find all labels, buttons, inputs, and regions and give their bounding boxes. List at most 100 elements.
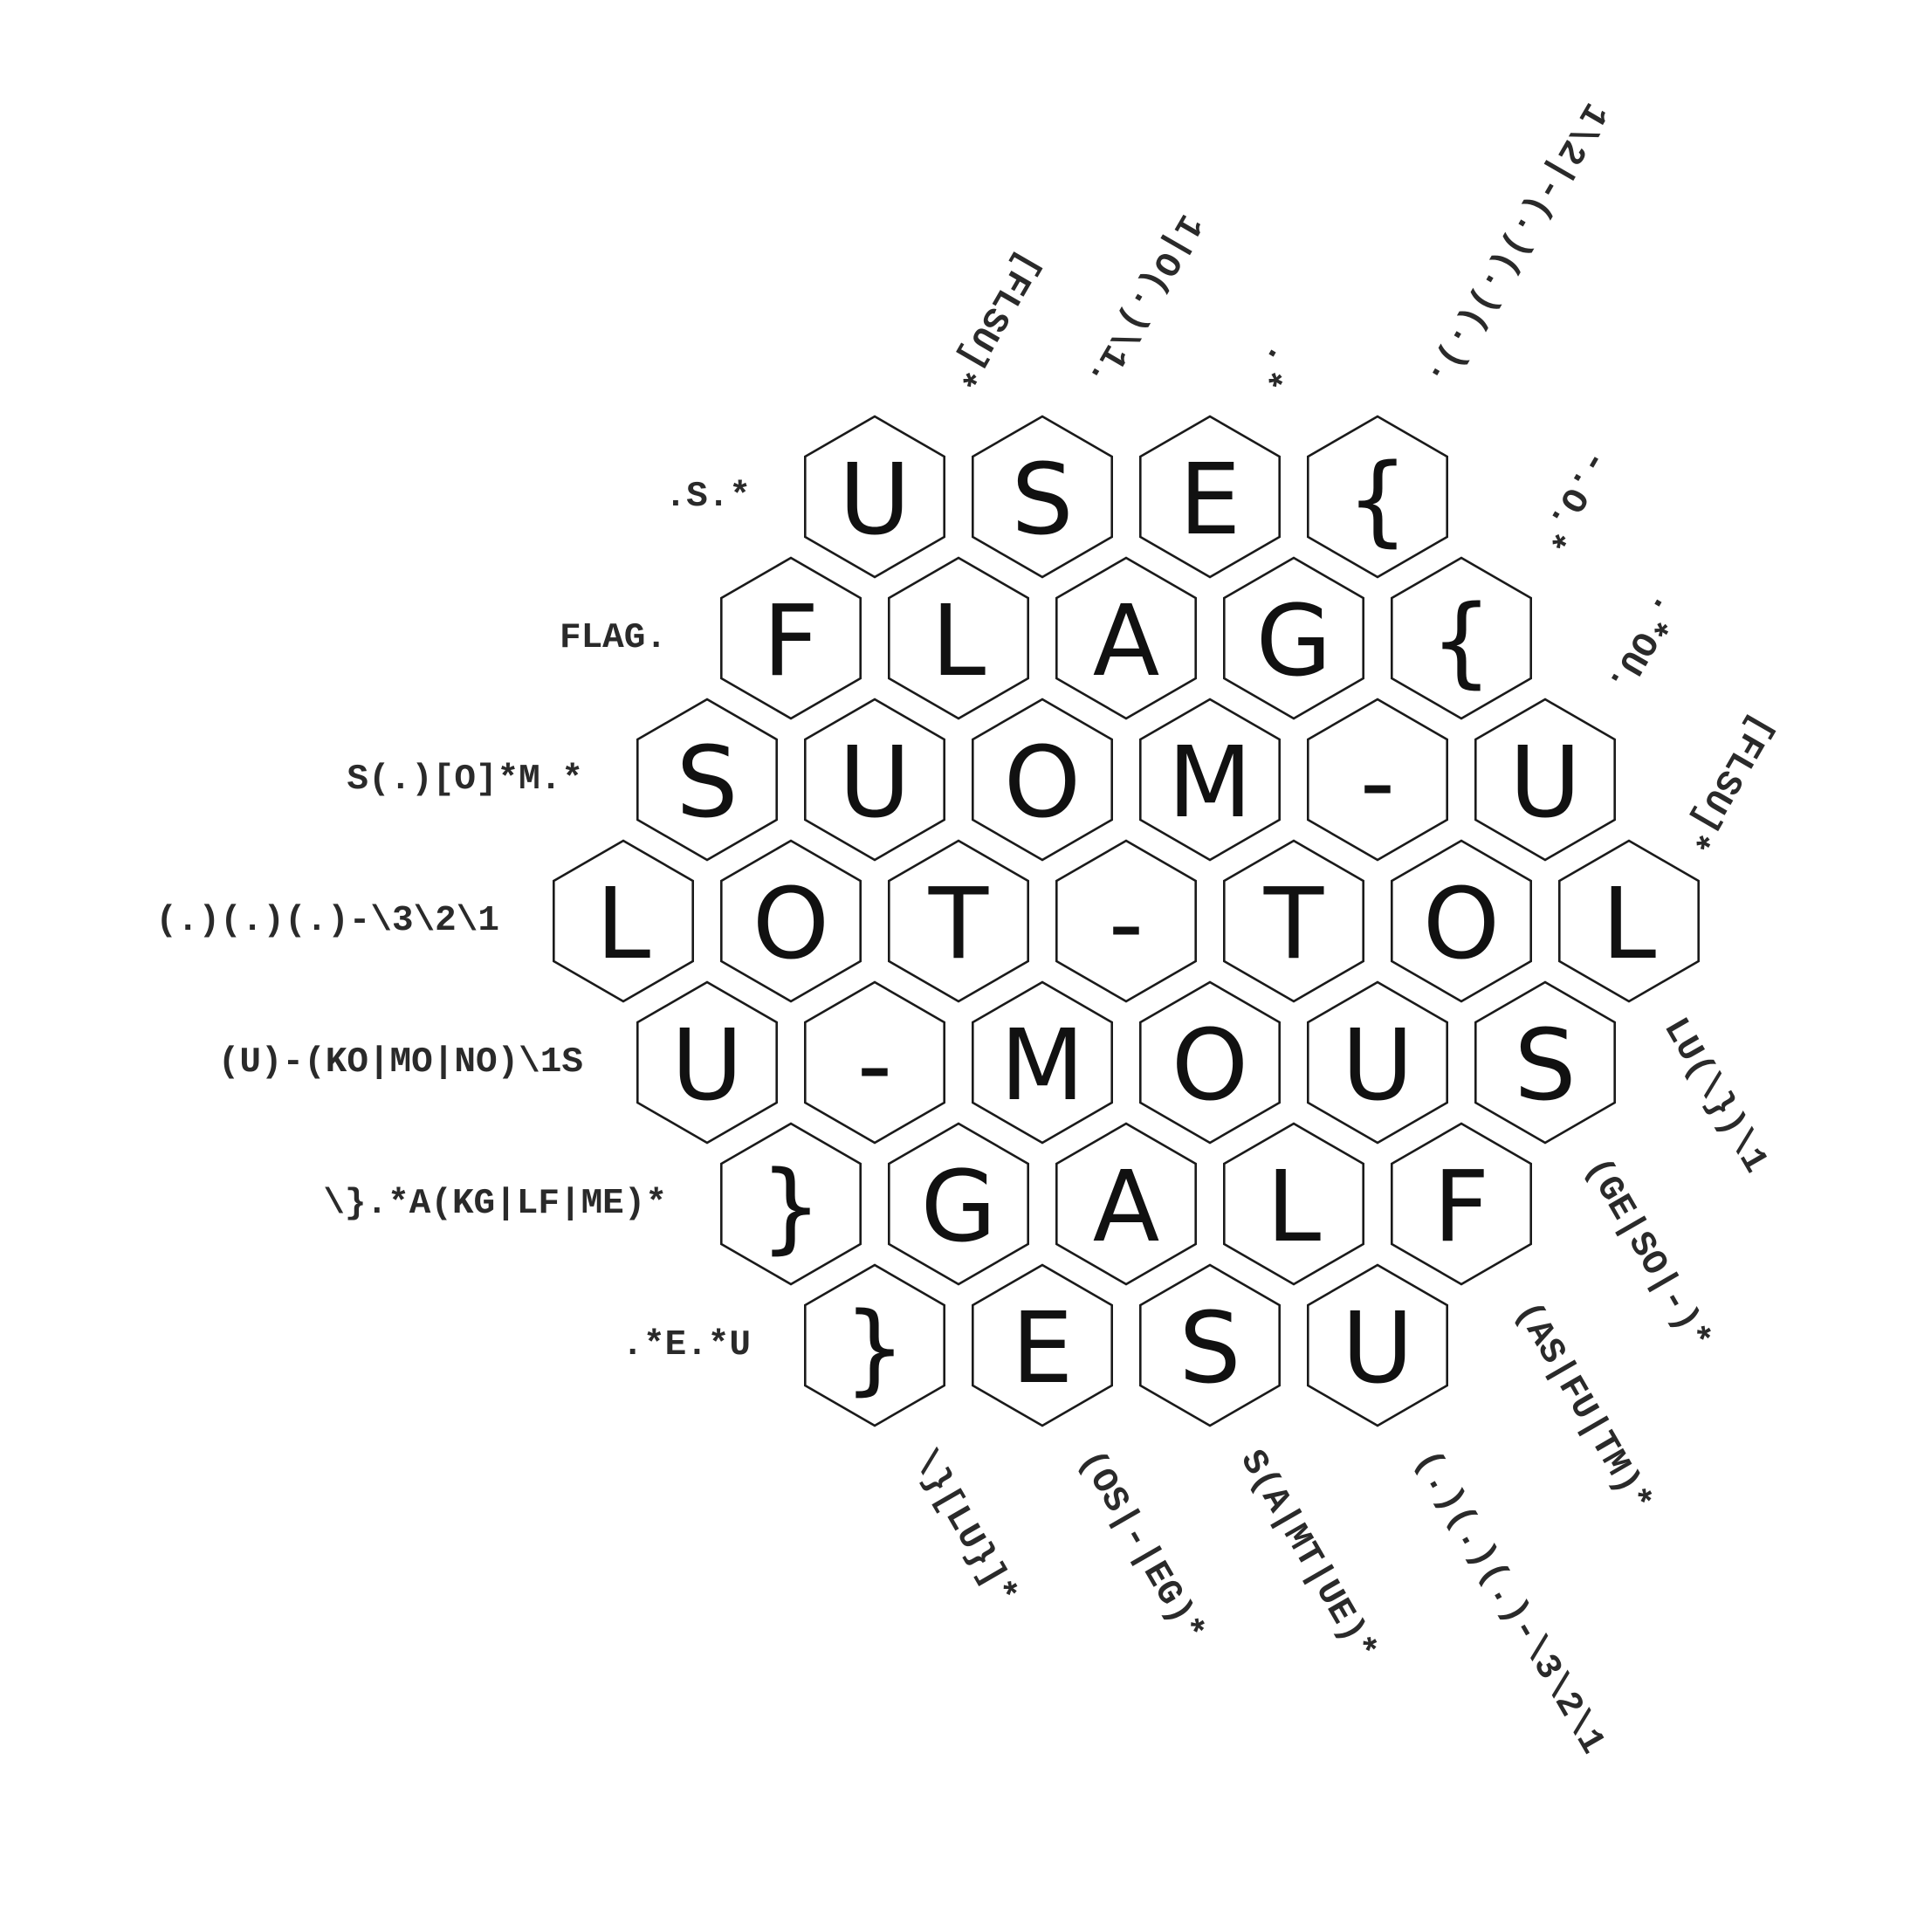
regex-clue: .*E.*U — [622, 1325, 751, 1365]
hex-cell[interactable]: S — [1139, 1263, 1281, 1427]
hex-cell-outline — [803, 1263, 945, 1427]
hex-cell[interactable]: { — [1307, 415, 1448, 579]
hex-cell[interactable]: O — [1391, 839, 1532, 1003]
hex-cell[interactable]: F — [1391, 1122, 1532, 1286]
hex-cell-outline — [1055, 1122, 1197, 1286]
regex-clue: (GE|SO|-)* — [1576, 1152, 1718, 1358]
hex-cell-letter: G — [921, 1151, 997, 1264]
hex-grid: U S E {F L A G {S U O M - UL O T - T O LU - M O U S} G A L F} E S U — [552, 415, 1700, 1427]
hex-cell[interactable]: M — [1139, 698, 1281, 862]
hex-cell-letter: U — [671, 1009, 743, 1123]
hex-cell-letter: U — [839, 726, 911, 840]
hex-cell-outline — [1391, 839, 1532, 1003]
regex-clue: .*OU. — [1598, 587, 1686, 700]
hex-cell[interactable]: U — [803, 415, 945, 579]
hex-cell[interactable]: A — [1055, 1122, 1197, 1286]
hex-cell[interactable]: F — [719, 556, 862, 720]
hex-cell-letter: O — [752, 868, 829, 981]
hex-cell[interactable]: O — [972, 698, 1113, 862]
regex-clue: \}.*A(KG|LF|ME)* — [323, 1184, 667, 1224]
hex-cell[interactable]: G — [887, 1122, 1029, 1286]
hex-cell-outline — [803, 698, 945, 862]
hex-cell[interactable]: - — [1307, 698, 1448, 862]
hex-cell-letter: U — [1342, 1292, 1413, 1406]
hex-cell-letter: A — [1093, 585, 1160, 698]
hex-cell[interactable]: U — [1307, 980, 1448, 1145]
hex-cell-outline — [1223, 556, 1364, 720]
hex-cell-outline — [887, 1122, 1029, 1286]
regex-clue: (AS|FU|TM)* — [1506, 1296, 1659, 1520]
hex-cell[interactable]: L — [887, 556, 1029, 720]
hex-cell-outline — [719, 839, 862, 1003]
hex-cell[interactable]: A — [1055, 556, 1197, 720]
regex-clue: (.)(.)(.)-\3\2\1 — [1405, 1444, 1612, 1762]
hex-cell[interactable]: U — [803, 698, 945, 862]
hex-cell[interactable]: M — [972, 980, 1113, 1145]
hex-cell-letter: O — [1172, 1009, 1248, 1123]
hex-cell-outline — [1474, 980, 1616, 1145]
hex-cell-outline — [1223, 839, 1364, 1003]
regex-clue: \}[LU}]* — [904, 1444, 1024, 1612]
hex-cell-letter: E — [1012, 1292, 1074, 1406]
hex-cell[interactable]: S — [1474, 980, 1616, 1145]
hex-cell[interactable]: U — [1474, 698, 1616, 862]
hex-cell-outline — [1307, 1263, 1448, 1427]
hex-cell-outline — [972, 415, 1113, 579]
hex-cell[interactable]: L — [1223, 1122, 1364, 1286]
hex-cell-letter: A — [1093, 1151, 1160, 1264]
hex-cell-letter: S — [1514, 1009, 1576, 1123]
hex-cell[interactable]: U — [1307, 1263, 1448, 1427]
hex-cell[interactable]: T — [887, 839, 1029, 1003]
hex-cell-outline — [1391, 556, 1532, 720]
hex-cell-letter: L — [931, 585, 986, 698]
regex-clue: -.O.* — [1528, 443, 1616, 556]
regex-clue: S(.)[O]*M.* — [347, 760, 583, 800]
hex-cell-letter: - — [857, 1009, 892, 1123]
hex-cell-letter: } — [843, 1292, 905, 1406]
regex-clue: S(A|MT|UE)* — [1231, 1444, 1384, 1668]
hex-cell-letter: T — [1263, 868, 1324, 981]
regex-clue: (U)-(KO|MO|NO)\1S — [218, 1042, 583, 1083]
hex-cell-outline — [1139, 980, 1281, 1145]
hex-cell-outline — [1558, 839, 1700, 1003]
hex-cell-letter: L — [1602, 868, 1656, 981]
hex-cell-letter: { — [1346, 443, 1408, 557]
hex-cell[interactable]: - — [1055, 839, 1197, 1003]
hex-cell[interactable]: { — [1391, 556, 1532, 720]
hex-cell-outline — [887, 839, 1029, 1003]
hex-cell-letter: M — [1168, 726, 1253, 840]
hex-cell[interactable]: S — [972, 415, 1113, 579]
hex-cell[interactable]: O — [719, 839, 862, 1003]
regex-clue: LU(\})\1 — [1654, 1012, 1775, 1180]
hex-cell-outline — [719, 1122, 862, 1286]
hex-cell[interactable]: T — [1223, 839, 1364, 1003]
hex-cell-outline — [887, 556, 1029, 720]
hex-cell-letter: S — [676, 726, 738, 840]
regex-clue: .S.* — [665, 477, 751, 517]
hex-cell[interactable]: } — [803, 1263, 945, 1427]
hex-cell-letter: G — [1256, 585, 1332, 698]
regex-clue: [FLSU]* — [938, 244, 1048, 394]
hex-cell[interactable]: - — [803, 980, 945, 1145]
hex-cell[interactable]: O — [1139, 980, 1281, 1145]
hex-cell[interactable]: E — [1139, 415, 1281, 579]
hex-cell[interactable]: } — [719, 1122, 862, 1286]
hex-cell[interactable]: G — [1223, 556, 1364, 720]
hex-cell-letter: F — [1433, 1151, 1489, 1264]
hex-cell[interactable]: L — [1558, 839, 1700, 1003]
hex-cell-outline — [803, 415, 945, 579]
hex-cell[interactable]: S — [636, 698, 779, 862]
regex-clue: (.)(.)(.)-\3\2\1 — [155, 901, 499, 941]
hex-cell-outline — [803, 980, 945, 1145]
hex-cell[interactable]: U — [636, 980, 779, 1145]
hex-cell-outline — [1391, 1122, 1532, 1286]
hex-cell[interactable]: L — [552, 839, 695, 1003]
hex-cell-letter: U — [1509, 726, 1581, 840]
hex-cell[interactable]: E — [972, 1263, 1113, 1427]
hex-cell-outline — [1139, 698, 1281, 862]
hex-cell-outline — [1474, 698, 1616, 862]
hex-cell-outline — [636, 980, 779, 1145]
hex-cell-letter: F — [763, 585, 819, 698]
regex-clue: FLAG. — [560, 618, 667, 658]
regex-clue: .* — [1244, 337, 1300, 395]
